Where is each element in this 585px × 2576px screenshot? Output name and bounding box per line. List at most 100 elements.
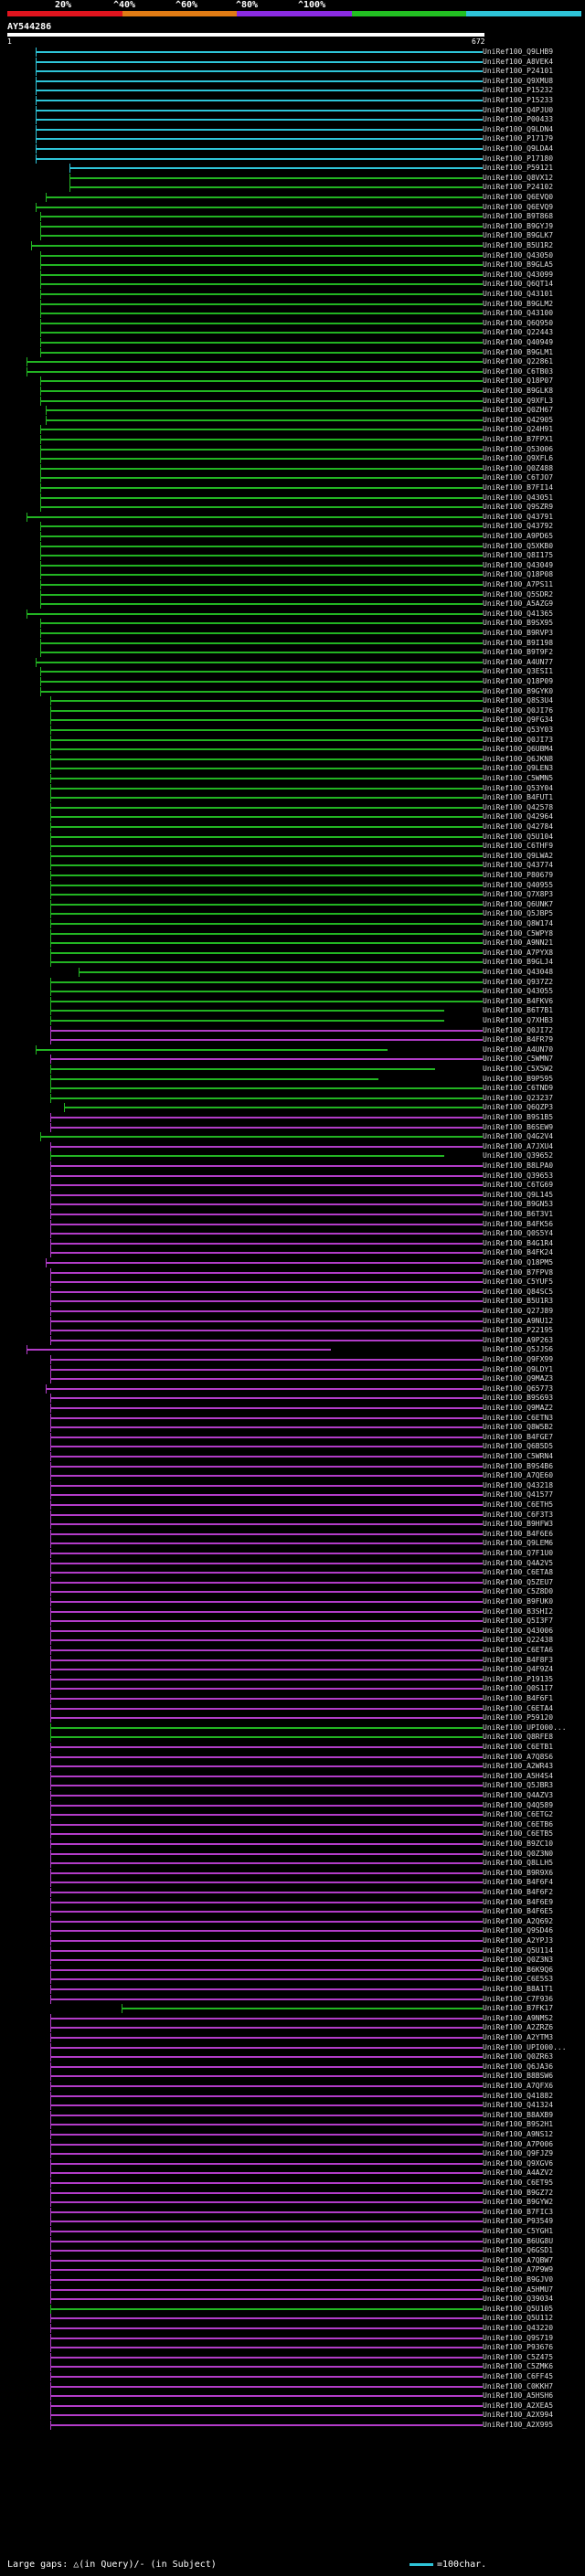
hit-row[interactable]: UniRef100_A9NMS2 (0, 2013, 585, 2023)
hit-label[interactable]: UniRef100_Q9LDA4 (483, 144, 554, 153)
hit-label[interactable]: UniRef100_Q7F1U0 (483, 1549, 554, 1557)
hit-row[interactable]: UniRef100_A2YTM3 (0, 2033, 585, 2042)
hit-row[interactable]: UniRef100_P59120 (0, 1713, 585, 1723)
hit-label[interactable]: UniRef100_B4FK24 (483, 1248, 554, 1257)
hit-label[interactable]: UniRef100_Q22438 (483, 1636, 554, 1645)
hit-label[interactable]: UniRef100_C5Z475 (483, 2352, 554, 2361)
hit-row[interactable]: UniRef100_B4FK56 (0, 1219, 585, 1229)
hit-label[interactable]: UniRef100_Q9MAZ2 (483, 1404, 554, 1412)
hit-row[interactable]: UniRef100_Q42905 (0, 415, 585, 425)
hit-label[interactable]: UniRef100_B7FPX1 (483, 435, 554, 443)
hit-row[interactable]: UniRef100_C5WMN7 (0, 1055, 585, 1065)
hit-row[interactable]: UniRef100_P59121 (0, 164, 585, 174)
hit-label[interactable]: UniRef100_P22195 (483, 1326, 554, 1335)
hit-row[interactable]: UniRef100_Q5XKB0 (0, 541, 585, 551)
hit-row[interactable]: UniRef100_P22195 (0, 1326, 585, 1336)
hit-label[interactable]: UniRef100_P24102 (483, 183, 554, 192)
hit-label[interactable]: UniRef100_B9GZ72 (483, 2188, 554, 2197)
hit-label[interactable]: UniRef100_Q8LLH5 (483, 1859, 554, 1868)
hit-label[interactable]: UniRef100_Q4PJU0 (483, 105, 554, 114)
hit-label[interactable]: UniRef100_A7P006 (483, 2139, 554, 2148)
hit-row[interactable]: UniRef100_B9GLM2 (0, 299, 585, 309)
hit-row[interactable]: UniRef100_C5Z475 (0, 2352, 585, 2362)
hit-row[interactable]: UniRef100_C6ETA6 (0, 1646, 585, 1655)
hit-row[interactable]: UniRef100_B9T868 (0, 212, 585, 222)
hit-row[interactable]: UniRef100_B9T9F2 (0, 648, 585, 658)
hit-label[interactable]: UniRef100_P59121 (483, 164, 554, 173)
hit-row[interactable]: UniRef100_B4F6E9 (0, 1897, 585, 1907)
hit-row[interactable]: UniRef100_C5WRN4 (0, 1452, 585, 1461)
hit-row[interactable]: UniRef100_Q42578 (0, 802, 585, 812)
hit-label[interactable]: UniRef100_B4FR79 (483, 1035, 554, 1044)
hit-label[interactable]: UniRef100_C5WPY8 (483, 928, 554, 938)
hit-label[interactable]: UniRef100_A2Q692 (483, 1916, 554, 1925)
hit-label[interactable]: UniRef100_B9GLA5 (483, 260, 554, 270)
hit-label[interactable]: UniRef100_Q8W174 (483, 919, 554, 928)
hit-label[interactable]: UniRef100_B8A1T1 (483, 1985, 554, 1993)
hit-row[interactable]: UniRef100_Q43051 (0, 493, 585, 503)
hit-label[interactable]: UniRef100_Q9SZR9 (483, 503, 554, 512)
hit-row[interactable]: UniRef100_B9S1B5 (0, 1113, 585, 1122)
hit-row[interactable]: UniRef100_A7PS11 (0, 580, 585, 589)
hit-row[interactable]: UniRef100_Q6GSD1 (0, 2246, 585, 2256)
hit-row[interactable]: UniRef100_Q0Z3N3 (0, 1956, 585, 1966)
hit-row[interactable]: UniRef100_C0KKH7 (0, 2381, 585, 2391)
hit-label[interactable]: UniRef100_C5YUF5 (483, 1277, 554, 1287)
hit-label[interactable]: UniRef100_B5U1R2 (483, 241, 554, 249)
hit-label[interactable]: UniRef100_Q5ZEU7 (483, 1577, 554, 1586)
query-id[interactable]: AY544286 (7, 22, 52, 32)
hit-row[interactable]: UniRef100_Q0S1I7 (0, 1684, 585, 1694)
hit-row[interactable]: UniRef100_C6TB03 (0, 366, 585, 376)
hit-row[interactable]: UniRef100_Q5JJS6 (0, 1345, 585, 1355)
hit-row[interactable]: UniRef100_Q6QZP3 (0, 1103, 585, 1113)
hit-label[interactable]: UniRef100_B4F6E5 (483, 1907, 554, 1916)
hit-label[interactable]: UniRef100_A2XEA5 (483, 2401, 554, 2410)
hit-row[interactable]: UniRef100_Q9XFL6 (0, 454, 585, 464)
hit-label[interactable]: UniRef100_C6ETN3 (483, 1413, 554, 1422)
hit-label[interactable]: UniRef100_Q5U114 (483, 1945, 554, 1955)
hit-label[interactable]: UniRef100_Q40955 (483, 880, 554, 889)
hit-label[interactable]: UniRef100_B6K9Q6 (483, 1965, 554, 1974)
hit-label[interactable]: UniRef100_Q9MAZ3 (483, 1374, 554, 1383)
hit-label[interactable]: UniRef100_Q937Z2 (483, 977, 554, 986)
hit-row[interactable]: UniRef100_C6FF45 (0, 2372, 585, 2381)
hit-label[interactable]: UniRef100_A7PYX8 (483, 948, 554, 957)
hit-row[interactable]: UniRef100_A9PD65 (0, 532, 585, 541)
hit-label[interactable]: UniRef100_Q41577 (483, 1490, 554, 1500)
hit-row[interactable]: UniRef100_B9GYW2 (0, 2198, 585, 2208)
hit-label[interactable]: UniRef100_B9T9F2 (483, 648, 554, 657)
hit-row[interactable]: UniRef100_A7QE60 (0, 1471, 585, 1481)
hit-label[interactable]: UniRef100_B3SHI2 (483, 1606, 554, 1616)
hit-row[interactable]: UniRef100_Q43048 (0, 968, 585, 977)
hit-label[interactable]: UniRef100_A7QE60 (483, 1471, 554, 1480)
hit-row[interactable]: UniRef100_C5YGH1 (0, 2227, 585, 2236)
hit-label[interactable]: UniRef100_Q4Q589 (483, 1800, 554, 1809)
hit-label[interactable]: UniRef100_B6T3V1 (483, 1210, 554, 1218)
hit-row[interactable]: UniRef100_B6SEW9 (0, 1122, 585, 1132)
hit-row[interactable]: UniRef100_Q4A2V5 (0, 1558, 585, 1568)
hit-label[interactable]: UniRef100_Q9SD46 (483, 1926, 554, 1935)
hit-row[interactable]: UniRef100_Q6B5D5 (0, 1442, 585, 1452)
hit-row[interactable]: UniRef100_A7QBW7 (0, 2255, 585, 2265)
hit-label[interactable]: UniRef100_Q39652 (483, 1151, 554, 1161)
hit-label[interactable]: UniRef100_P93549 (483, 2217, 554, 2226)
hit-label[interactable]: UniRef100_C7F936 (483, 1994, 554, 2003)
hit-row[interactable]: UniRef100_C6ETA8 (0, 1568, 585, 1578)
hit-label[interactable]: UniRef100_C6F3T3 (483, 1510, 554, 1519)
hit-row[interactable]: UniRef100_B9GLA5 (0, 260, 585, 270)
hit-label[interactable]: UniRef100_C5WMN7 (483, 1055, 554, 1064)
hit-label[interactable]: UniRef100_Q41324 (483, 2101, 554, 2110)
hit-label[interactable]: UniRef100_Q43774 (483, 861, 554, 870)
hit-row[interactable]: UniRef100_A2WR43 (0, 1762, 585, 1772)
hit-label[interactable]: UniRef100_Q43792 (483, 522, 554, 531)
hit-label[interactable]: UniRef100_C6ETG2 (483, 1810, 554, 1819)
hit-row[interactable]: UniRef100_Q40955 (0, 880, 585, 890)
hit-label[interactable]: UniRef100_Q0S1I7 (483, 1684, 554, 1693)
hit-label[interactable]: UniRef100_A5H4S4 (483, 1771, 554, 1780)
hit-label[interactable]: UniRef100_B9ZC10 (483, 1839, 554, 1848)
hit-row[interactable]: UniRef100_Q65773 (0, 1383, 585, 1394)
hit-row[interactable]: UniRef100_Q9SZR9 (0, 503, 585, 513)
hit-row[interactable]: UniRef100_Q5U114 (0, 1945, 585, 1956)
hit-label[interactable]: UniRef100_Q8RFE8 (483, 1733, 554, 1742)
hit-label[interactable]: UniRef100_Q6B5D5 (483, 1442, 554, 1451)
